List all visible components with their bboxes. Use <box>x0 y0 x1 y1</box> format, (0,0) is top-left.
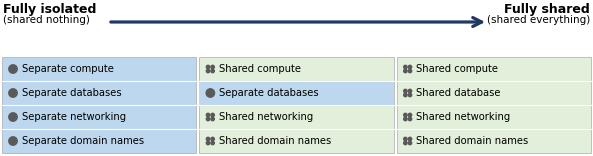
Text: Fully shared: Fully shared <box>504 3 590 16</box>
Circle shape <box>211 137 214 141</box>
Circle shape <box>206 141 210 145</box>
Text: Shared compute: Shared compute <box>416 64 498 74</box>
Circle shape <box>404 113 407 117</box>
Bar <box>397 57 591 153</box>
Circle shape <box>404 65 407 69</box>
Circle shape <box>404 117 407 121</box>
Circle shape <box>408 89 412 93</box>
Circle shape <box>9 89 17 97</box>
Text: Separate databases: Separate databases <box>219 88 318 98</box>
Text: Separate databases: Separate databases <box>21 88 121 98</box>
Text: Shared domain names: Shared domain names <box>416 136 528 146</box>
Circle shape <box>206 69 210 73</box>
Circle shape <box>404 141 407 145</box>
Circle shape <box>206 117 210 121</box>
Text: Separate domain names: Separate domain names <box>21 136 144 146</box>
Circle shape <box>408 113 412 117</box>
Text: (shared nothing): (shared nothing) <box>3 15 90 25</box>
Text: Separate compute: Separate compute <box>21 64 113 74</box>
Circle shape <box>9 137 17 145</box>
Text: Shared compute: Shared compute <box>219 64 301 74</box>
Circle shape <box>206 89 215 97</box>
Circle shape <box>404 93 407 97</box>
Circle shape <box>211 117 214 121</box>
Circle shape <box>408 65 412 69</box>
Bar <box>199 57 394 153</box>
Circle shape <box>9 65 17 73</box>
Circle shape <box>408 69 412 73</box>
Circle shape <box>408 93 412 97</box>
Circle shape <box>9 113 17 121</box>
Text: (shared everything): (shared everything) <box>487 15 590 25</box>
Circle shape <box>404 69 407 73</box>
Circle shape <box>211 65 214 69</box>
Circle shape <box>404 137 407 141</box>
Circle shape <box>408 141 412 145</box>
Text: Fully isolated: Fully isolated <box>3 3 97 16</box>
Text: Shared networking: Shared networking <box>219 112 313 122</box>
Bar <box>199 81 394 105</box>
Circle shape <box>408 137 412 141</box>
Text: Shared networking: Shared networking <box>416 112 511 122</box>
Circle shape <box>206 65 210 69</box>
Circle shape <box>211 69 214 73</box>
Text: Shared database: Shared database <box>416 88 500 98</box>
Circle shape <box>206 113 210 117</box>
Circle shape <box>211 113 214 117</box>
Bar <box>2 57 196 153</box>
Circle shape <box>206 137 210 141</box>
Circle shape <box>211 141 214 145</box>
Circle shape <box>404 89 407 93</box>
Text: Shared domain names: Shared domain names <box>219 136 331 146</box>
Text: Separate networking: Separate networking <box>21 112 126 122</box>
Circle shape <box>408 117 412 121</box>
